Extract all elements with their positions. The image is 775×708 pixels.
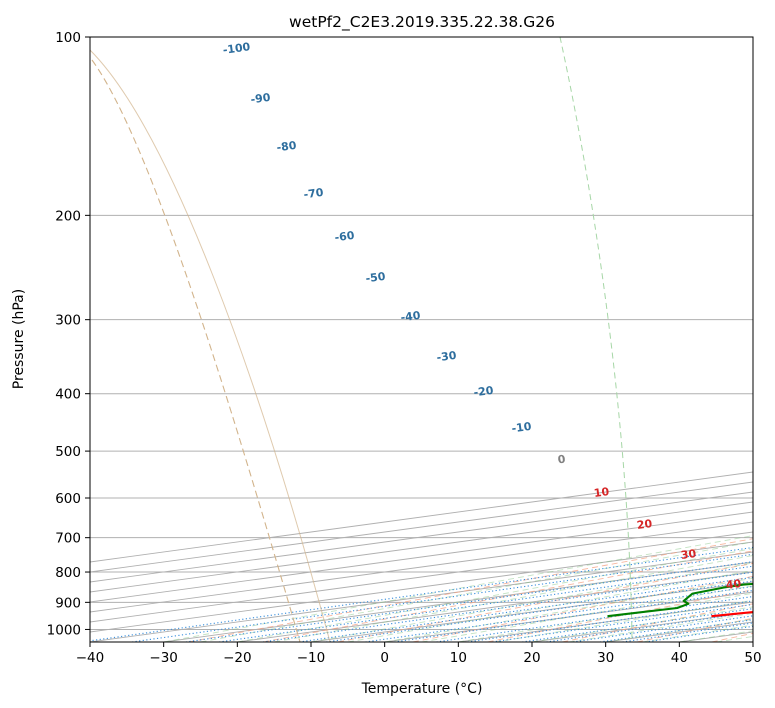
dry-adiabat-label: -40 bbox=[400, 309, 422, 325]
isotherm-line bbox=[310, 581, 753, 642]
isotherm-line bbox=[90, 541, 753, 633]
y-tick-label: 200 bbox=[55, 208, 81, 224]
dry-adiabat-label: -20 bbox=[473, 384, 495, 400]
mixing-ratio-line bbox=[299, 576, 753, 642]
dry-adiabat-line bbox=[636, 617, 753, 642]
reference-curve bbox=[559, 37, 633, 642]
x-tick-label: 50 bbox=[744, 650, 761, 666]
y-tick-label: 100 bbox=[55, 30, 81, 46]
isotherm-line bbox=[752, 641, 753, 642]
moist-adiabat-line bbox=[716, 636, 753, 642]
background-lines bbox=[90, 37, 753, 642]
x-tick-label: −10 bbox=[297, 650, 326, 666]
dry-adiabat-label: 10 bbox=[593, 485, 610, 500]
dry-adiabat-line bbox=[711, 632, 753, 642]
dry-adiabat-line bbox=[188, 538, 753, 642]
x-axis-label: Temperature (°C) bbox=[361, 681, 483, 697]
moist-adiabat-line bbox=[384, 577, 753, 642]
dry-adiabat-line bbox=[412, 575, 753, 642]
y-tick-label: 700 bbox=[55, 531, 81, 547]
dry-adiabat-label: -10 bbox=[511, 420, 533, 436]
isotherm-line bbox=[90, 501, 753, 593]
profile-series bbox=[607, 582, 753, 618]
moist-adiabat-line bbox=[421, 585, 753, 642]
reference-curve bbox=[91, 59, 301, 642]
dry-adiabat-line bbox=[562, 603, 753, 642]
mixing-ratio-line bbox=[365, 585, 753, 642]
dry-adiabat-label: -80 bbox=[276, 139, 298, 155]
dry-adiabat-label: -30 bbox=[436, 349, 458, 365]
y-tick-label: 300 bbox=[55, 313, 81, 329]
moist-adiabat-line bbox=[237, 548, 753, 642]
isotherm-line bbox=[90, 551, 753, 642]
x-tick-label: 10 bbox=[450, 650, 467, 666]
dry-adiabat-label: -60 bbox=[334, 229, 356, 245]
isotherm-line bbox=[90, 531, 753, 623]
y-axis-ticks: 100 200 300 400 500 600 700 800 900 1000 bbox=[47, 30, 90, 638]
x-tick-label: −30 bbox=[149, 650, 178, 666]
mixing-ratio-line bbox=[326, 580, 753, 642]
dry-adiabat-label: -90 bbox=[250, 91, 272, 107]
y-tick-label: 1000 bbox=[47, 622, 81, 638]
mixing-ratio-line bbox=[467, 600, 753, 642]
y-tick-label: 400 bbox=[55, 387, 81, 403]
moist-adiabat-line bbox=[531, 606, 753, 642]
y-tick-label: 600 bbox=[55, 491, 81, 507]
dry-adiabat-label: -70 bbox=[303, 186, 325, 202]
x-tick-label: 30 bbox=[597, 650, 614, 666]
y-tick-label: 900 bbox=[55, 595, 81, 611]
dewpoint-profile-line bbox=[607, 582, 753, 618]
dry-adiabat-label: -50 bbox=[365, 270, 387, 286]
isotherm-line bbox=[384, 591, 753, 642]
y-tick-label: 800 bbox=[55, 565, 81, 581]
isotherm-line bbox=[531, 611, 753, 642]
x-axis-ticks: −40 −30 −20 −10 0 10 20 30 40 50 bbox=[76, 642, 762, 666]
dry-adiabat-label: 0 bbox=[557, 453, 567, 467]
line-labels: -100-90-80-70-60-50-40-30-20-10010203040… bbox=[222, 40, 742, 592]
moist-adiabat-line bbox=[163, 535, 753, 642]
x-tick-label: 0 bbox=[380, 650, 389, 666]
moist-adiabat-line bbox=[310, 562, 753, 642]
temperature-profile-line bbox=[711, 611, 753, 618]
dry-adiabat-label: 30 bbox=[680, 547, 697, 562]
chart-title: wetPf2_C2E3.2019.335.22.38.G26 bbox=[289, 13, 555, 32]
isotherm-line bbox=[90, 491, 753, 583]
isotherm-line bbox=[90, 511, 753, 603]
moist-adiabat-line bbox=[347, 569, 753, 642]
x-tick-label: 40 bbox=[671, 650, 688, 666]
x-tick-label: −20 bbox=[223, 650, 252, 666]
dry-adiabat-line bbox=[487, 589, 753, 642]
y-tick-label: 500 bbox=[55, 444, 81, 460]
x-tick-label: −40 bbox=[76, 650, 105, 666]
dry-adiabat-label: -100 bbox=[222, 40, 251, 57]
isotherm-line bbox=[90, 481, 753, 573]
mixing-ratio-line bbox=[131, 553, 753, 642]
moist-adiabat-line bbox=[642, 624, 753, 642]
dry-adiabat-label: 20 bbox=[636, 517, 653, 532]
isotherm-line bbox=[90, 521, 753, 613]
y-axis-label: Pressure (hPa) bbox=[11, 289, 27, 389]
plot-frame bbox=[89, 36, 754, 643]
reference-curve bbox=[90, 49, 331, 642]
dry-adiabat-line bbox=[338, 562, 753, 642]
dry-adiabat-line bbox=[263, 550, 753, 642]
moist-adiabat-line bbox=[274, 555, 753, 642]
x-tick-label: 20 bbox=[523, 650, 540, 666]
isotherm-line bbox=[90, 471, 753, 563]
dry-adiabat-label: 40 bbox=[725, 577, 742, 592]
moist-adiabat-line bbox=[568, 612, 753, 642]
